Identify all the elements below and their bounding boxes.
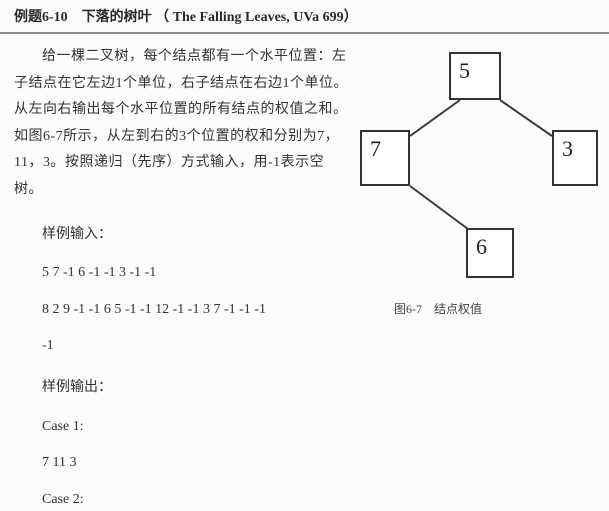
content-area: 给一棵二叉树，每个结点都有一个水平位置：左子结点在它左边1个单位，右子结点在右边… (0, 34, 609, 511)
tree-edge (410, 186, 472, 232)
output-line: Case 2: (14, 489, 348, 511)
example-header: 例题6-10 下落的树叶 （ The Falling Leaves, UVa 6… (0, 0, 609, 34)
tree-node: 3 (552, 130, 598, 186)
sample-output-label: 样例输出： (14, 375, 348, 402)
tree-diagram: 57 36 (354, 44, 604, 334)
input-line: 5 7 -1 6 -1 -1 3 -1 -1 (14, 262, 348, 284)
input-line: -1 (14, 335, 348, 357)
sample-input-label: 样例输入： (14, 222, 348, 249)
output-line: 7 11 3 (14, 452, 348, 474)
figure-caption-text: 结点权值 (434, 302, 482, 316)
example-title-cn: 下落的树叶 (82, 10, 152, 25)
figure-column: 57 36 图6-7 结点权值 (354, 44, 595, 334)
input-line: 8 2 9 -1 -1 6 5 -1 -1 12 -1 -1 3 7 -1 -1… (14, 299, 348, 321)
figure-caption-label: 图6-7 (394, 302, 422, 316)
tree-node: 5 (449, 52, 501, 100)
problem-paragraph: 给一棵二叉树，每个结点都有一个水平位置：左子结点在它左边1个单位，右子结点在右边… (14, 44, 348, 204)
tree-node: 6 (466, 228, 514, 278)
figure-caption: 图6-7 结点权值 (394, 300, 482, 317)
example-title-en: The Falling Leaves, UVa 699 (173, 10, 344, 25)
tree-edge (410, 100, 460, 136)
tree-edge (500, 100, 552, 136)
text-column: 给一棵二叉树，每个结点都有一个水平位置：左子结点在它左边1个单位，右子结点在右边… (14, 44, 354, 511)
output-line: Case 1: (14, 416, 348, 438)
example-label: 例题6-10 (14, 10, 68, 25)
tree-node: 7 (360, 130, 410, 186)
